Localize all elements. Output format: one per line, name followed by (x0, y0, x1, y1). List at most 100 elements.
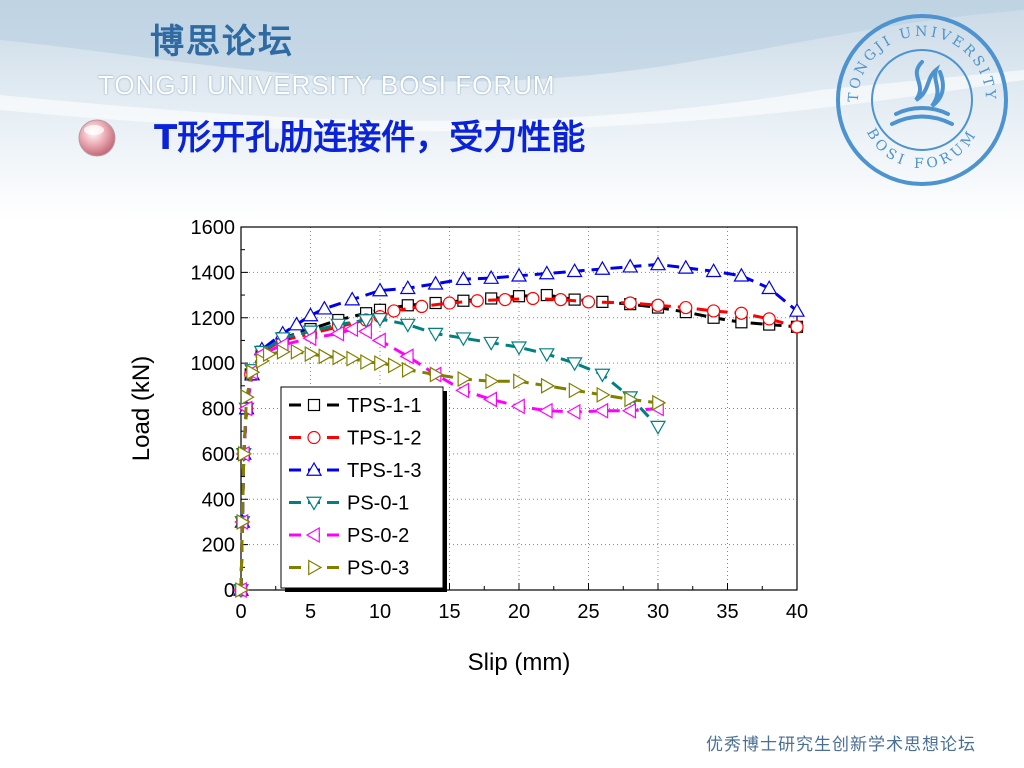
y-tick-label: 1200 (191, 308, 236, 330)
forum-name-cn: 博思论坛 (150, 22, 294, 62)
x-tick-label: 20 (508, 601, 530, 623)
slide-title: T形开孔肋连接件，受力性能 (154, 118, 586, 158)
data-point-marker (538, 348, 555, 363)
legend-label: TPS-1-3 (347, 460, 421, 482)
data-point-marker (526, 291, 540, 306)
data-point-marker (554, 292, 568, 307)
data-point-marker (374, 355, 389, 372)
x-tick-label: 35 (716, 601, 738, 623)
bullet-orb-icon (78, 119, 116, 157)
data-point-marker (455, 382, 470, 399)
y-tick-label: 400 (202, 489, 235, 511)
data-point-marker (401, 361, 417, 378)
x-tick-label: 10 (369, 601, 391, 623)
data-point-marker (305, 461, 323, 476)
chart-series (232, 256, 806, 599)
header-swoosh-decoration (0, 0, 1024, 132)
data-point-marker (761, 280, 778, 295)
data-point-marker (677, 259, 694, 274)
data-point-marker (621, 402, 637, 419)
legend-label: PS-0-1 (347, 493, 409, 515)
data-point-marker (371, 313, 389, 328)
data-point-marker (332, 349, 347, 366)
chart-canvas: 0 5 10 15 20 25 30 35 40020040060080010001200140… (128, 217, 808, 676)
data-point-marker (429, 366, 444, 383)
data-point-marker (470, 294, 484, 308)
data-point-marker (343, 321, 359, 338)
x-tick-label: 30 (647, 601, 669, 623)
data-point-marker (358, 314, 375, 329)
data-point-marker (538, 402, 553, 419)
data-point-marker (455, 270, 472, 286)
data-point-marker (482, 391, 498, 408)
data-point-marker (483, 269, 500, 284)
data-point-marker (235, 581, 250, 599)
data-point-marker (304, 346, 319, 363)
data-point-marker (360, 353, 375, 371)
data-point-marker (307, 430, 321, 445)
data-point-marker (371, 332, 386, 349)
data-point-marker (649, 420, 667, 435)
data-point-marker (498, 292, 512, 307)
data-point-marker (236, 513, 251, 530)
legend-entry: TPS-1-1 (289, 395, 421, 417)
data-point-marker (305, 526, 320, 544)
data-point-marker (401, 299, 414, 312)
data-point-marker (762, 312, 776, 326)
y-axis-title: Load (kN) (128, 356, 155, 461)
x-tick-label: 0 (235, 601, 246, 623)
legend-entry: PS-0-2 (289, 525, 409, 547)
data-point-marker (415, 299, 429, 314)
data-point-marker (594, 260, 611, 275)
y-tick-label: 200 (202, 535, 235, 557)
legend-box (280, 386, 444, 589)
load-slip-chart: 0 5 10 15 20 25 30 35 40 0 200 400 600 800 1000 1200 140… (120, 205, 840, 689)
data-point-marker (624, 391, 639, 408)
data-point-marker (566, 357, 583, 372)
footer-slogan: 优秀博士研究生创新学术思想论坛 (706, 735, 976, 755)
data-point-marker (568, 382, 583, 399)
data-point-marker (513, 373, 528, 390)
y-tick-label: 1600 (191, 217, 236, 239)
forum-name-en: TONGJI UNIVERSITY BOSI FORUM (98, 70, 556, 100)
data-point-marker (483, 336, 500, 351)
legend-entry: PS-0-3 (289, 558, 409, 580)
data-point-marker (290, 343, 305, 360)
data-point-marker (399, 318, 416, 333)
x-tick-label: 25 (577, 601, 599, 623)
data-point-marker (540, 288, 553, 302)
data-point-marker (594, 402, 609, 419)
data-point-marker (399, 280, 416, 295)
data-point-marker (566, 263, 583, 278)
data-point-marker (357, 323, 372, 340)
data-point-marker (346, 350, 361, 367)
university-seal-logo: TONGJI UNIVERSITY BOSI FORUM (836, 14, 1008, 186)
data-point-marker (510, 341, 528, 356)
data-point-marker (330, 318, 347, 333)
seal-bottom-text: BOSI FORUM (863, 126, 977, 172)
data-point-marker (788, 302, 806, 317)
data-point-marker (652, 394, 667, 411)
y-tick-label: 600 (202, 444, 235, 466)
data-point-marker (442, 296, 457, 310)
x-tick-label: 5 (305, 601, 316, 623)
data-point-marker (288, 316, 305, 331)
x-tick-label: 15 (438, 601, 460, 623)
data-point-marker (733, 267, 750, 282)
data-point-marker (581, 295, 596, 309)
data-point-marker (371, 282, 389, 297)
legend-label: TPS-1-1 (347, 395, 421, 417)
data-point-marker (706, 304, 721, 318)
data-point-marker (790, 320, 804, 334)
y-tick-label: 1000 (191, 353, 236, 375)
data-point-marker (455, 332, 472, 347)
data-point-marker (622, 258, 639, 273)
data-point-marker (649, 256, 667, 271)
data-point-marker (388, 357, 403, 374)
series-line (239, 262, 798, 591)
data-point-marker (510, 398, 525, 415)
data-point-marker (399, 348, 414, 365)
data-point-marker (305, 496, 323, 511)
data-point-marker (623, 296, 637, 310)
data-point-marker (302, 307, 319, 322)
